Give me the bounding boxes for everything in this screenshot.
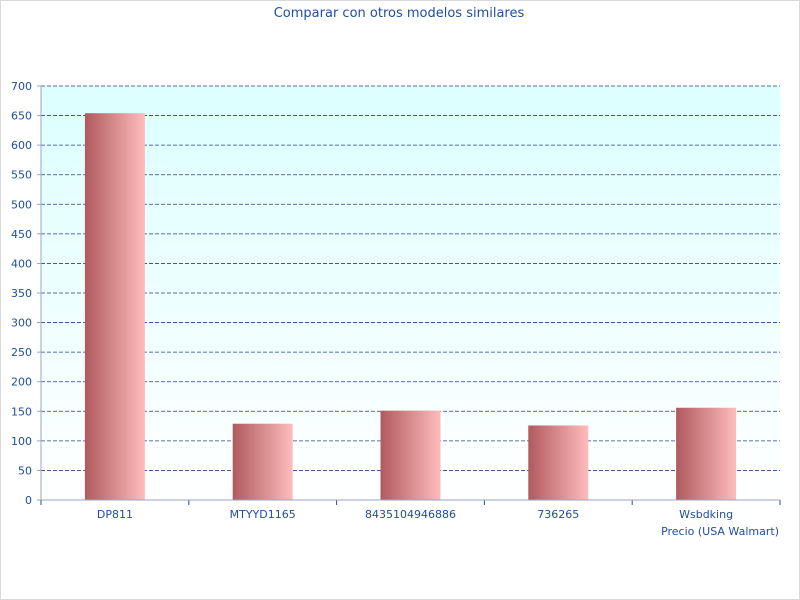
x-tick-label: 736265 xyxy=(537,508,579,521)
x-tick-label: 8435104946886 xyxy=(365,508,456,521)
chart-title: Comparar con otros modelos similares xyxy=(274,6,525,21)
x-tick-label: MTYYD1165 xyxy=(230,508,296,521)
y-tick-label: 250 xyxy=(11,346,32,359)
x-tick-label: Wsbdking xyxy=(679,508,733,521)
bar xyxy=(232,423,293,500)
bar xyxy=(84,113,145,500)
bar xyxy=(380,410,441,500)
y-tick-label: 450 xyxy=(11,228,32,241)
y-tick-label: 0 xyxy=(25,494,32,507)
y-tick-label: 500 xyxy=(11,198,32,211)
y-tick-label: 700 xyxy=(11,80,32,93)
y-tick-label: 400 xyxy=(11,257,32,270)
y-tick-label: 350 xyxy=(11,287,32,300)
x-axis-ticks: DP811 MTYYD1165 8435104946886 736265 Wsbdkin… xyxy=(40,500,781,521)
y-tick-label: 550 xyxy=(11,169,32,182)
x-tick-label: DP811 xyxy=(97,508,133,521)
y-tick-label: 600 xyxy=(11,139,32,152)
y-axis-ticks: 0 50 100 150 200 250 300 350 400 450 500 550 600 650 7… xyxy=(11,80,41,507)
y-tick-label: 150 xyxy=(11,405,32,418)
y-tick-label: 300 xyxy=(11,317,32,330)
bar xyxy=(676,407,737,500)
y-tick-label: 100 xyxy=(11,435,32,448)
grid-lines xyxy=(41,85,780,471)
bars xyxy=(84,113,737,500)
bar xyxy=(528,425,589,500)
x-axis-label: Precio (USA Walmart) xyxy=(661,525,779,538)
y-tick-label: 50 xyxy=(18,464,32,477)
y-tick-label: 650 xyxy=(11,110,32,123)
y-tick-label: 200 xyxy=(11,376,32,389)
